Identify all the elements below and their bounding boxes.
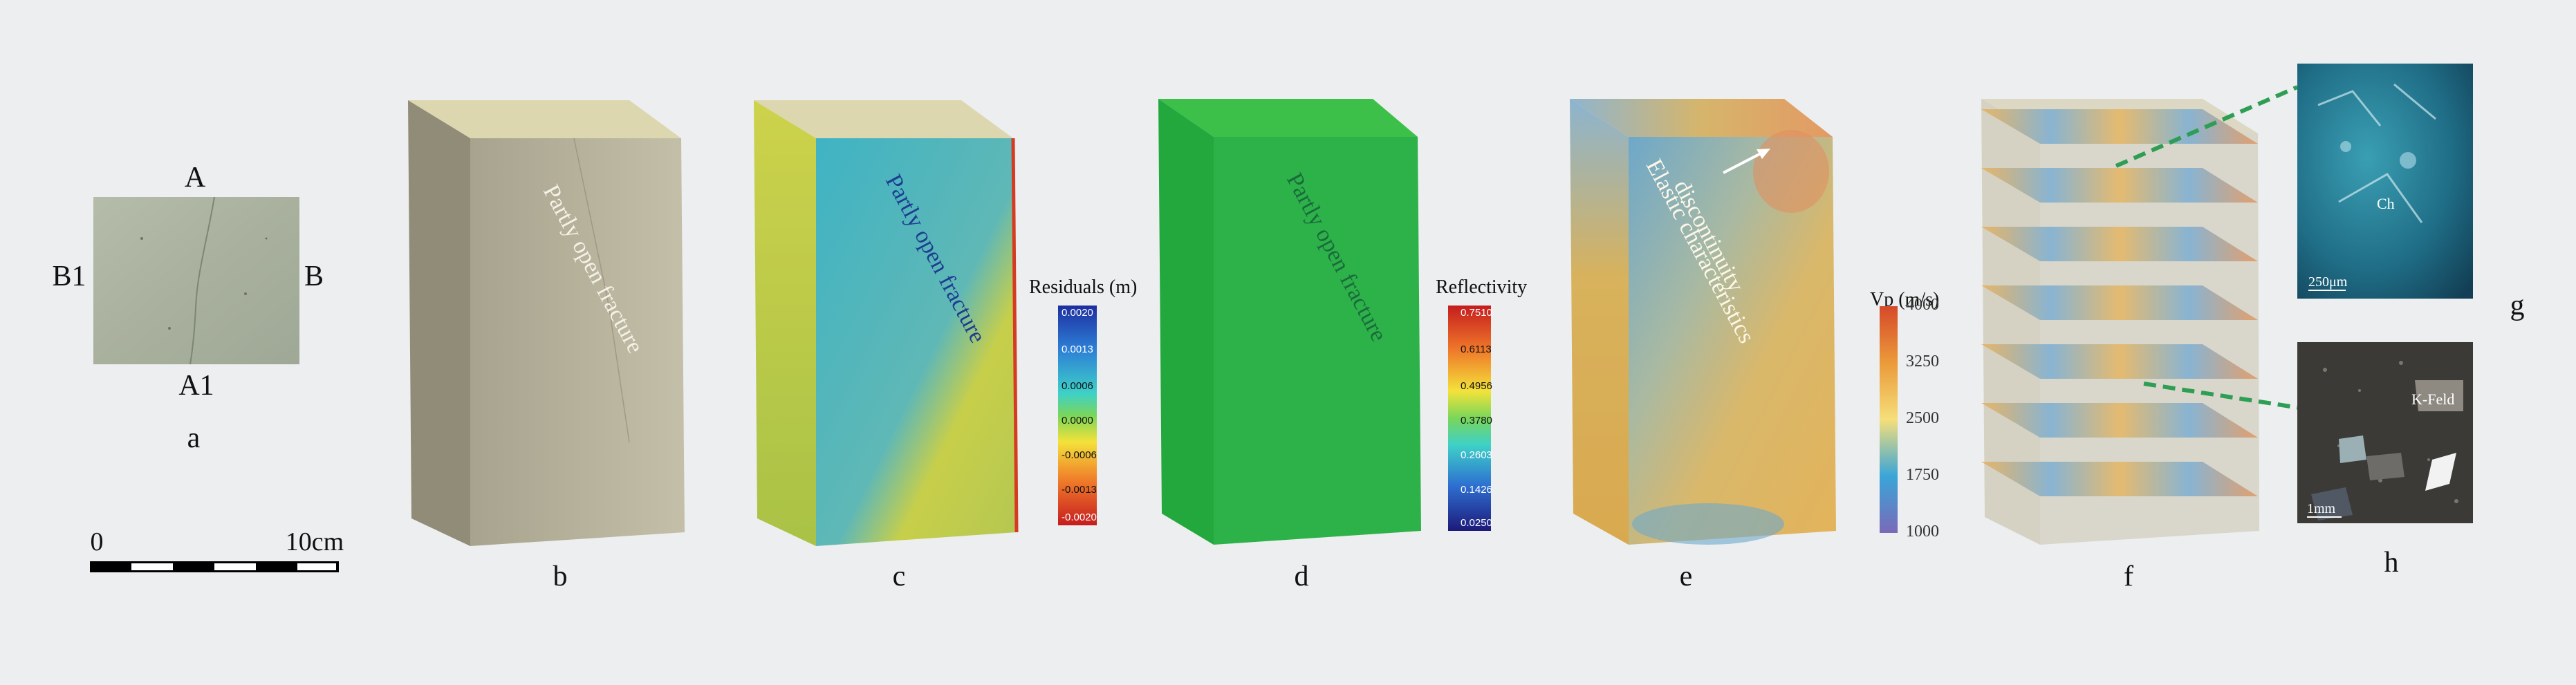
- vp-tick-1: 3250: [1906, 353, 1939, 370]
- panel-b-letter: b: [553, 561, 568, 592]
- reflectivity-tick-1: 0.6113: [1461, 344, 1492, 355]
- panel-g-scale-label: 250μm: [2308, 274, 2348, 290]
- vp-tick-4: 1000: [1906, 523, 1939, 541]
- residuals-tick-4: -0.0006: [1062, 449, 1097, 461]
- panel-a-label-right: B: [304, 261, 324, 292]
- residuals-tick-0: 0.0020: [1062, 307, 1093, 319]
- panel-d-reflectivity-block: Partly open fracture: [1158, 99, 1421, 545]
- panel-h-micrograph: K-Feld 1mm: [2297, 342, 2473, 523]
- panel-f-letter: f: [2124, 561, 2133, 592]
- reflectivity-tick-0: 0.7510: [1461, 307, 1492, 319]
- panel-a-label-left: B1: [52, 261, 86, 292]
- reflectivity-colorbar-title: Reflectivity: [1436, 276, 1528, 298]
- residuals-tick-2: 0.0006: [1062, 380, 1093, 392]
- panel-h-scale-label: 1mm: [2307, 501, 2336, 516]
- panel-c-residual-block: Partly open fracture: [754, 100, 1019, 546]
- reflectivity-tick-6: 0.0250: [1461, 517, 1492, 529]
- vp-tick-0: 4000: [1906, 296, 1939, 314]
- panel-g-mineral-label: Ch: [2377, 195, 2395, 212]
- scale-bar-end-label: 10cm: [285, 527, 344, 556]
- scale-bar-start-label: 0: [90, 527, 104, 556]
- reflectivity-tick-2: 0.4956: [1461, 380, 1492, 392]
- panel-g-letter: g: [2510, 290, 2525, 321]
- panel-b-rock-block: Partly open fracture: [408, 100, 685, 546]
- leader-line-h: [2143, 382, 2300, 410]
- panel-h-mineral-label: K-Feld: [2411, 391, 2454, 408]
- reflectivity-tick-5: 0.1426: [1461, 484, 1492, 496]
- residuals-tick-6: -0.0020: [1062, 512, 1097, 523]
- residuals-colorbar: [1058, 306, 1097, 525]
- panel-h-letter: h: [2384, 547, 2399, 579]
- panel-a-letter: a: [187, 422, 201, 454]
- leader-line-g: [2115, 85, 2299, 168]
- residuals-tick-3: 0.0000: [1062, 415, 1093, 426]
- vp-tick-3: 1750: [1906, 466, 1939, 484]
- vp-colorbar: [1880, 306, 1898, 533]
- vp-tick-2: 2500: [1906, 409, 1939, 427]
- panel-e-letter: e: [1679, 561, 1693, 592]
- panel-d-letter: d: [1294, 561, 1309, 592]
- panel-e-velocity-block: Elastic characteristics discontinuity: [1570, 99, 1836, 545]
- residuals-colorbar-title: Residuals (m): [1029, 276, 1138, 298]
- panel-a-specimen-image: [93, 196, 299, 365]
- scale-bar: [90, 561, 339, 572]
- panel-c-letter: c: [892, 561, 906, 592]
- panel-g-micrograph: Ch 250μm: [2297, 64, 2473, 299]
- reflectivity-colorbar: [1448, 306, 1491, 531]
- residuals-tick-5: -0.0013: [1062, 484, 1097, 496]
- panel-a-label-top: A: [184, 162, 206, 194]
- panel-f-sliced-block: [1981, 99, 2259, 545]
- reflectivity-tick-3: 0.3780: [1461, 415, 1492, 426]
- reflectivity-tick-4: 0.2603: [1461, 449, 1492, 461]
- panel-a-label-bottom: A1: [178, 370, 214, 402]
- residuals-tick-1: 0.0013: [1062, 344, 1093, 355]
